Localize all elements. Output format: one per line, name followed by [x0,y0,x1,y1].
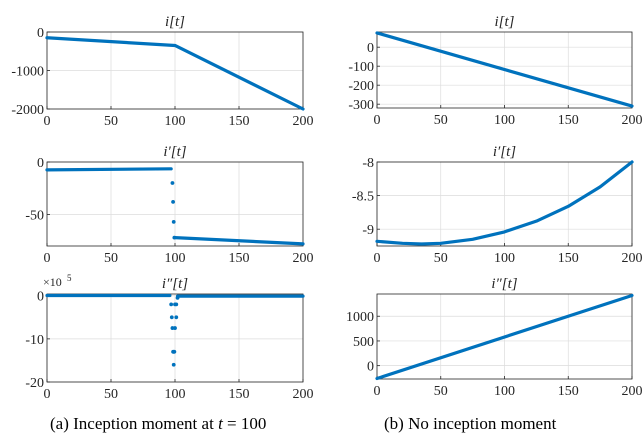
x-tick-label: 150 [229,251,250,266]
data-point [174,302,179,307]
series-line [45,167,173,172]
chart-title: i′[t] [493,144,516,160]
caption-left: (a) Inception moment at t = 100 [50,414,267,433]
x-tick-label: 200 [293,387,314,402]
y-tick-label: -2000 [11,103,44,118]
x-tick-label: 50 [434,384,448,399]
x-tick-label: 100 [165,251,186,266]
data-point [172,349,177,354]
data-point [174,315,179,320]
x-tick-label: 0 [44,114,51,129]
y-tick-label: -20 [25,376,44,391]
x-tick-label: 0 [44,387,51,402]
y-tick-label: -200 [348,79,374,94]
x-tick-label: 150 [558,251,579,266]
y-tick-label: -100 [348,60,374,75]
x-tick-label: 0 [374,113,381,128]
chart-top-left: 0 50 100 150 200 0 -1000 -2000 i[t] [11,14,313,129]
series-line [173,236,305,246]
series-line [375,31,634,108]
chart-title: i″[t] [162,276,188,292]
data-point [175,295,180,300]
series-line [45,36,305,111]
data-point [171,219,176,224]
x-tick-label: 0 [374,384,381,399]
data-point [172,235,177,240]
chart-bottom-right: 0 50 100 150 200 1000 500 0 i″[t] [346,276,643,399]
x-tick-label: 200 [622,113,643,128]
y-tick-label: -10 [25,333,44,348]
x-tick-label: 150 [229,387,250,402]
chart-title: i[t] [165,14,185,30]
chart-title: i[t] [494,14,514,30]
y-tick-label: -50 [25,209,44,224]
x-tick-label: 100 [165,114,186,129]
x-tick-label: 200 [622,251,643,266]
data-point [171,200,175,204]
chart-bottom-left: 0 50 100 150 200 0 -10 -20 i″[t] ×10 5 [25,273,313,402]
x-tick-label: 50 [434,251,448,266]
x-tick-label: 50 [104,387,118,402]
x-tick-label: 0 [44,251,51,266]
chart-title: i″[t] [491,276,517,292]
x-tick-label: 100 [494,251,515,266]
y-tick-label: -8.5 [352,190,374,205]
chart-title: i′[t] [163,144,186,160]
y-tick-label: -300 [348,98,374,113]
y-tick-label: 500 [353,335,374,350]
data-point [173,326,177,330]
x-tick-label: 200 [293,114,314,129]
y-tick-label: 0 [37,26,44,41]
x-tick-label: 100 [494,113,515,128]
x-tick-label: 200 [293,251,314,266]
data-point [169,302,174,307]
x-tick-label: 0 [374,251,381,266]
y-tick-label: 0 [367,360,374,375]
series-line [375,160,634,246]
y-tick-label: 1000 [346,310,374,325]
y-tick-label: -9 [362,223,374,238]
x-tick-label: 200 [622,384,643,399]
x-tick-label: 50 [434,113,448,128]
y-tick-label: 0 [37,156,44,171]
exponent-label: ×10 [43,275,62,289]
exponent-power: 5 [67,273,72,283]
x-tick-label: 50 [104,251,118,266]
y-tick-label: 0 [367,41,374,56]
series-line [375,293,634,381]
y-tick-label: 0 [37,290,44,305]
y-tick-label: -8 [362,156,374,171]
x-tick-label: 50 [104,114,118,129]
chart-mid-left: 0 50 100 150 200 0 -50 i′[t] [25,144,313,266]
data-point [170,181,175,185]
chart-mid-right: 0 50 100 150 200 -8 -8.5 -9 i′[t] [352,144,643,266]
chart-top-right: 0 50 100 150 200 0 -100 -200 -300 i[t] [348,14,642,128]
x-tick-label: 150 [229,114,250,129]
data-point [169,315,174,320]
data-point [171,362,176,367]
x-tick-label: 100 [494,384,515,399]
caption-right: (b) No inception moment [384,414,557,433]
y-tick-label: -1000 [11,65,44,80]
x-tick-label: 100 [165,387,186,402]
x-tick-label: 150 [558,113,579,128]
x-tick-label: 150 [558,384,579,399]
